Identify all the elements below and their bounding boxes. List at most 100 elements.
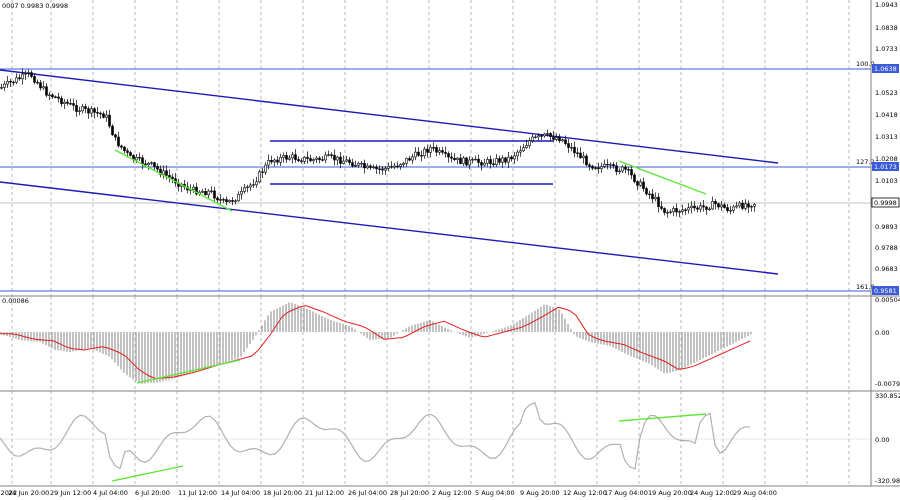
fib-price-tag-100-text: 1.0638: [874, 65, 897, 73]
candle-body: [636, 181, 639, 186]
price-tick: 1.0838: [875, 24, 898, 32]
channel-lower-line[interactable]: [0, 181, 779, 275]
fib-price-tag-127-text: 1.0173: [874, 163, 897, 171]
price-pane[interactable]: 100.0 127.2 161.8 0007 0.9983 0.9998: [0, 0, 875, 296]
price-tick: 0.9683: [875, 265, 898, 273]
candle-body: [129, 152, 132, 156]
candle-body: [336, 156, 339, 161]
candle-body: [528, 140, 531, 146]
candle-body: [156, 165, 159, 170]
candle-body: [747, 203, 750, 208]
candle-body: [222, 199, 225, 201]
candle-body: [594, 167, 597, 169]
candle-body: [447, 153, 450, 158]
divergence-line-cci-1[interactable]: [111, 465, 184, 482]
candle-body: [468, 159, 471, 166]
time-label: 2 Aug 12:00: [432, 489, 472, 497]
candle-body: [303, 157, 306, 162]
candle-body: [204, 191, 207, 196]
candle-body: [321, 159, 324, 161]
candle-body: [357, 163, 360, 166]
divergence-line-price-2[interactable]: [618, 160, 707, 195]
candle-body: [48, 94, 51, 96]
candle-body: [543, 133, 546, 137]
candle-body: [621, 166, 624, 172]
candle-body: [750, 206, 753, 208]
candle-body: [729, 210, 732, 212]
candle-body: [738, 202, 741, 207]
fib-price-tag-161: [872, 286, 899, 295]
candle-body: [456, 157, 459, 160]
time-label: 29 Jun 12:00: [50, 489, 91, 497]
candle-body: [276, 159, 279, 163]
candle-body: [714, 201, 717, 205]
candle-body: [558, 137, 561, 142]
candle-body: [255, 181, 258, 186]
candle-body: [735, 205, 738, 208]
candle-body: [87, 108, 90, 114]
cci-pane[interactable]: [0, 390, 900, 486]
candle-body: [141, 157, 144, 165]
candle-body: [702, 205, 705, 208]
candle-body: [519, 150, 522, 153]
candle-body: [66, 101, 69, 104]
candle-body: [363, 162, 366, 169]
price-tick: 1.0733: [875, 45, 898, 53]
candle-body: [495, 158, 498, 165]
price-tick: 1.0313: [875, 133, 898, 141]
current-price-tag: [871, 197, 900, 208]
candle-body: [228, 200, 231, 202]
candle-body: [237, 193, 240, 202]
divergence-line-cci-2[interactable]: [618, 413, 707, 422]
time-label: 9 Aug 20:00: [520, 489, 560, 497]
macd-header-value: 0.00086: [2, 297, 29, 305]
divergence-line-macd[interactable]: [136, 359, 241, 384]
cci-tick: -320.985: [875, 477, 900, 485]
candle-body: [609, 164, 612, 166]
candle-body: [645, 188, 648, 195]
candle-body: [168, 175, 171, 178]
channel-upper-line[interactable]: [0, 69, 779, 164]
candle-body: [630, 169, 633, 176]
candle-body: [387, 166, 390, 169]
candle-body: [471, 159, 474, 161]
macd-histogram: [0, 302, 752, 384]
candle-body: [453, 157, 456, 160]
candle-body: [420, 155, 423, 157]
candle-body: [57, 96, 60, 99]
macd-tick: 0.00504: [875, 296, 900, 304]
candle-body: [525, 145, 528, 148]
candle-body: [465, 157, 468, 166]
candle-body: [732, 206, 735, 211]
candle-body: [114, 134, 117, 138]
price-tick: 1.0523: [875, 89, 898, 97]
candle-body: [240, 191, 243, 195]
candle-body: [351, 162, 354, 167]
candle-body: [504, 157, 507, 163]
candle-body: [531, 136, 534, 141]
candle-body: [315, 157, 318, 160]
candle-body: [432, 147, 435, 149]
candle-body: [582, 155, 585, 159]
candle-body: [372, 166, 375, 169]
candle-body: [243, 187, 246, 192]
price-tick: 1.0418: [875, 111, 898, 119]
candle-body: [201, 191, 204, 193]
candle-body: [546, 133, 549, 135]
candle-body: [669, 211, 672, 213]
divergence-line-price-1[interactable]: [114, 149, 233, 212]
time-label: 12 Aug 12:00: [563, 489, 607, 497]
candle-body: [408, 158, 411, 161]
macd-pane[interactable]: 0.00086: [0, 295, 900, 391]
candle-body: [63, 101, 66, 105]
time-label: 21 Jul 12:00: [305, 489, 344, 497]
candle-body: [261, 171, 264, 173]
candle-body: [549, 133, 552, 138]
candle-body: [711, 201, 714, 210]
candle-body: [423, 148, 426, 157]
candle-body: [3, 83, 6, 88]
price-scale[interactable]: 1.0943 1.0838 1.0733 1.0523 1.0418 1.031…: [870, 0, 900, 486]
candle-body: [285, 155, 288, 160]
